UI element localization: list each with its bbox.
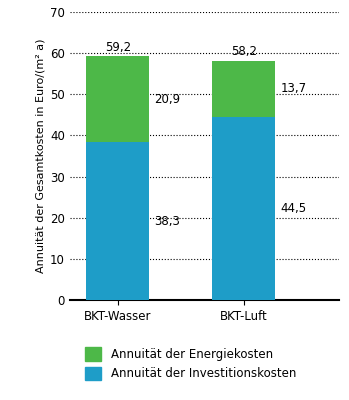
Text: 13,7: 13,7 — [281, 82, 307, 95]
Text: 20,9: 20,9 — [154, 93, 180, 106]
Bar — [212, 117, 275, 300]
Text: 38,3: 38,3 — [154, 215, 180, 228]
Y-axis label: Annuität der Gesamtkosten in Euro/(m² a): Annuität der Gesamtkosten in Euro/(m² a) — [36, 39, 46, 273]
Text: 59,2: 59,2 — [105, 40, 131, 54]
Bar — [212, 60, 275, 117]
Text: 44,5: 44,5 — [281, 202, 307, 215]
Bar — [86, 56, 149, 142]
Legend: Annuität der Energiekosten, Annuität der Investitionskosten: Annuität der Energiekosten, Annuität der… — [81, 343, 299, 384]
Bar — [86, 142, 149, 300]
Text: 58,2: 58,2 — [231, 45, 257, 58]
